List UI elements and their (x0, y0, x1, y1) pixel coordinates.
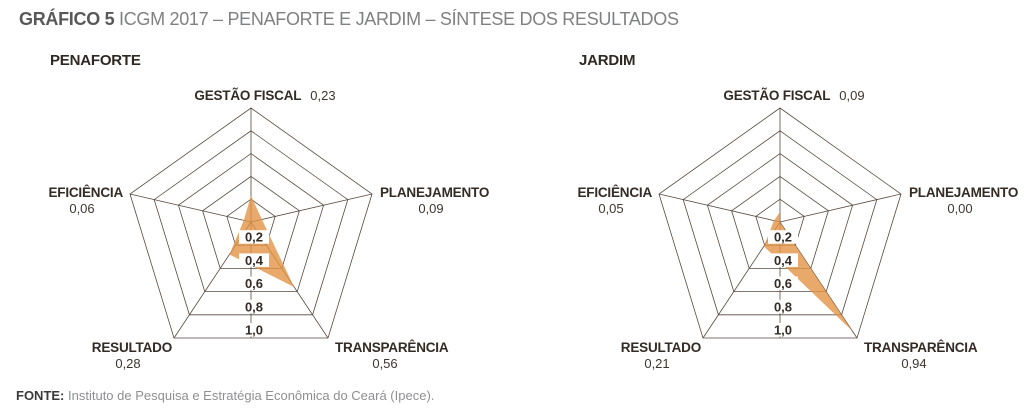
category-name: EFICIÊNCIA (577, 185, 652, 200)
category-value: 0,09 (839, 88, 864, 103)
category-name: TRANSPARÊNCIA (864, 340, 978, 355)
axis-tick-label: 0,2 (245, 230, 263, 245)
category-value: 0,28 (115, 356, 140, 371)
category-value: 0,06 (69, 201, 94, 216)
category-value: 0,21 (644, 356, 669, 371)
tick-label-bg (239, 253, 269, 267)
axis-spoke (779, 193, 902, 223)
axis-tick-label: 0,8 (774, 299, 792, 314)
axis-tick-label: 0,8 (245, 299, 263, 314)
axis-tick-label: 0,4 (245, 253, 264, 268)
category-value: 0,00 (947, 201, 972, 216)
chart-title-penaforte: PENAFORTE (50, 52, 141, 69)
page-title-text: ICGM 2017 – PENAFORTE E JARDIM – SÍNTESE… (119, 9, 679, 29)
tick-label-bg (768, 230, 798, 244)
radar-svg-penaforte: 0,2 0,4 0,6 0,8 1,0 GESTÃO FISCAL 0,23 PLANEJAM… (48, 88, 489, 371)
tick-label-bg (768, 253, 798, 267)
radar-chart-penaforte: PENAFORTE 0,2 0,4 0,6 0,8 1,0 GESTÃO FISCAL 0,… (40, 50, 495, 395)
tick-label-bg (768, 323, 798, 337)
tick-label-bg (768, 299, 798, 314)
source-note: FONTE: Instituto de Pesquisa e Estratégi… (16, 388, 434, 403)
category-name: GESTÃO FISCAL (723, 88, 830, 103)
category-name: RESULTADO (92, 340, 172, 355)
category-name: EFICIÊNCIA (48, 185, 123, 200)
axis-tick-label: 1,0 (245, 323, 263, 338)
axis-spoke (250, 193, 373, 223)
axis-spoke (129, 193, 252, 223)
category-name: PLANEJAMENTO (380, 185, 489, 200)
axis-spoke (658, 193, 781, 223)
category-label-top: GESTÃO FISCAL 0,09 (723, 88, 864, 103)
category-value: 0,09 (418, 201, 443, 216)
tick-label-bg (768, 276, 798, 291)
tick-label-bg (239, 276, 269, 291)
axis-tick-label: 1,0 (774, 323, 792, 338)
radar-chart-jardim: JARDIM 0,2 0,4 0,6 0,8 1,0 GESTÃO FISCAL 0,09 P… (569, 50, 1024, 395)
category-name: TRANSPARÊNCIA (335, 340, 449, 355)
category-value: 0,05 (598, 201, 623, 216)
category-value: 0,94 (901, 356, 926, 371)
category-name: PLANEJAMENTO (909, 185, 1018, 200)
axis-tick-label: 0,6 (774, 276, 792, 291)
axis-tick-label: 0,4 (774, 253, 793, 268)
page-title: GRÁFICO 5 ICGM 2017 – PENAFORTE E JARDIM… (19, 9, 679, 30)
category-name: RESULTADO (621, 340, 701, 355)
tick-label-bg (239, 299, 269, 314)
tick-label-bg (239, 230, 269, 244)
category-value: 0,56 (372, 356, 397, 371)
category-value: 0,23 (310, 88, 335, 103)
category-label-top: GESTÃO FISCAL 0,23 (194, 88, 335, 103)
source-text: Instituto de Pesquisa e Estratégia Econô… (68, 388, 435, 403)
source-label: FONTE: (16, 388, 65, 403)
category-name: GESTÃO FISCAL (194, 88, 301, 103)
axis-tick-label: 0,2 (774, 230, 792, 245)
axis-tick-label: 0,6 (245, 276, 263, 291)
tick-label-bg (239, 323, 269, 337)
page-title-number: GRÁFICO 5 (19, 9, 115, 29)
radar-svg-jardim: 0,2 0,4 0,6 0,8 1,0 GESTÃO FISCAL 0,09 PLANEJAM… (577, 88, 1018, 371)
chart-title-jardim: JARDIM (579, 52, 636, 69)
